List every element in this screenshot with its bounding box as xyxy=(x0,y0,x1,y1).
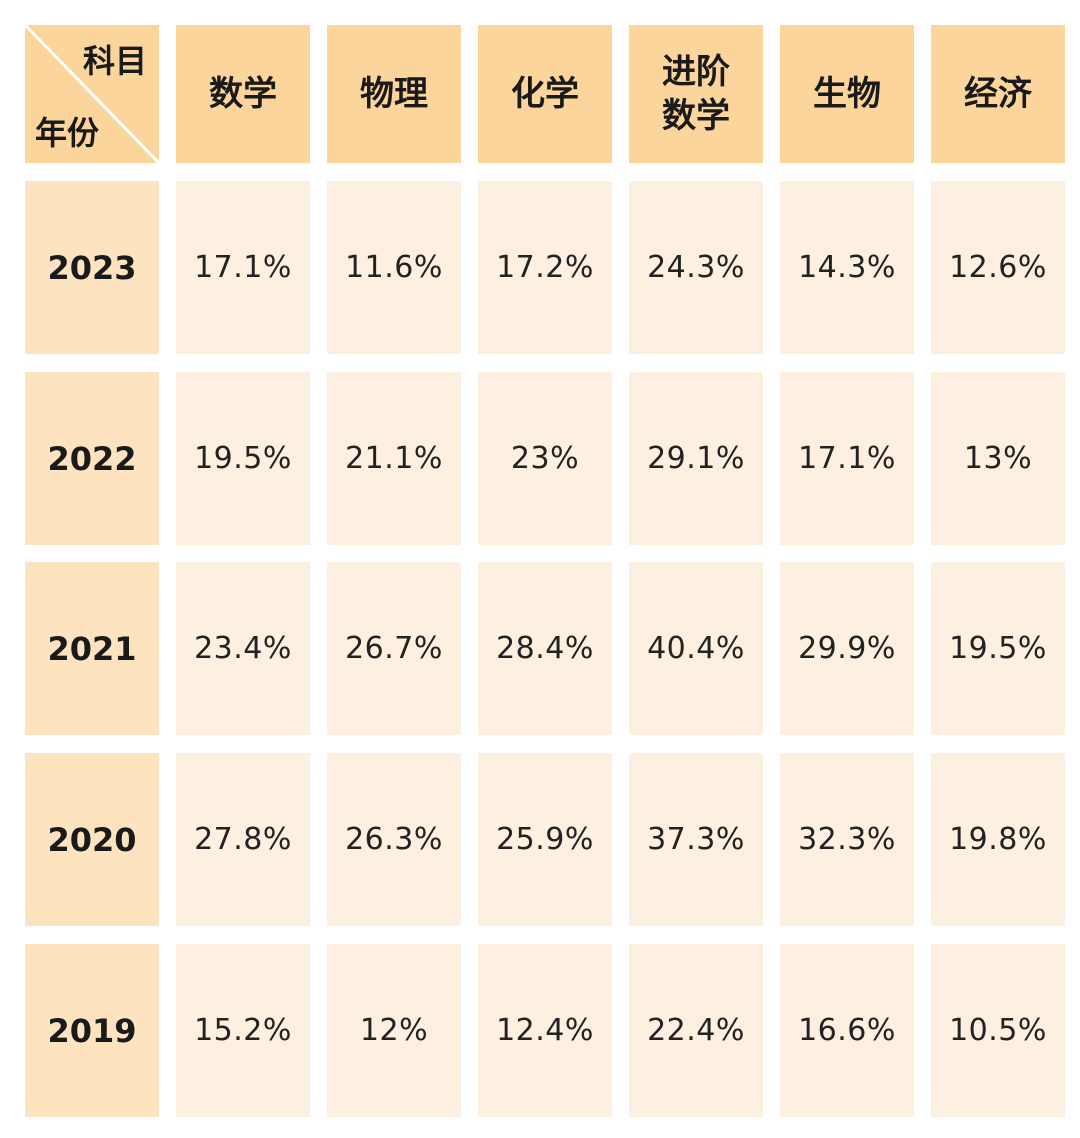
value-cell: 29.9% xyxy=(780,562,914,735)
corner-header: 科目年份 xyxy=(25,25,159,163)
row-year-cell: 2019 xyxy=(25,944,159,1117)
value-cell: 19.5% xyxy=(931,562,1065,735)
value-label: 12.4% xyxy=(496,1013,594,1048)
value-label: 12.6% xyxy=(949,250,1047,285)
value-cell: 14.3% xyxy=(780,181,914,354)
value-cell: 21.1% xyxy=(327,372,461,545)
value-cell: 32.3% xyxy=(780,753,914,926)
value-label: 26.3% xyxy=(345,822,443,857)
value-cell: 19.5% xyxy=(176,372,310,545)
column-header-label: 物理 xyxy=(360,74,428,114)
corner-subject-label: 科目 xyxy=(82,42,147,80)
value-label: 23.4% xyxy=(194,631,292,666)
column-header: 物理 xyxy=(327,25,461,163)
column-header-label: 数学 xyxy=(209,74,277,114)
value-label: 32.3% xyxy=(798,822,896,857)
row-year-cell: 2023 xyxy=(25,181,159,354)
corner-year-label: 年份 xyxy=(35,114,100,152)
value-cell: 24.3% xyxy=(629,181,763,354)
value-cell: 10.5% xyxy=(931,944,1065,1117)
column-header-label: 进阶 数学 xyxy=(662,52,730,136)
value-label: 17.2% xyxy=(496,250,594,285)
value-cell: 19.8% xyxy=(931,753,1065,926)
value-label: 14.3% xyxy=(798,250,896,285)
value-label: 40.4% xyxy=(647,631,745,666)
column-header: 化学 xyxy=(478,25,612,163)
row-year-cell: 2022 xyxy=(25,372,159,545)
value-cell: 29.1% xyxy=(629,372,763,545)
value-label: 17.1% xyxy=(798,441,896,476)
value-cell: 12.4% xyxy=(478,944,612,1117)
diagonal-line xyxy=(25,25,159,163)
value-cell: 26.3% xyxy=(327,753,461,926)
row-year-label: 2020 xyxy=(47,820,137,859)
value-label: 22.4% xyxy=(647,1013,745,1048)
value-cell: 15.2% xyxy=(176,944,310,1117)
value-cell: 13% xyxy=(931,372,1065,545)
value-label: 19.5% xyxy=(949,631,1047,666)
value-cell: 17.2% xyxy=(478,181,612,354)
value-cell: 11.6% xyxy=(327,181,461,354)
value-label: 19.5% xyxy=(194,441,292,476)
row-year-label: 2023 xyxy=(47,248,137,287)
value-cell: 22.4% xyxy=(629,944,763,1117)
corner-diagonal xyxy=(25,25,159,163)
value-label: 16.6% xyxy=(798,1013,896,1048)
value-label: 28.4% xyxy=(496,631,594,666)
value-cell: 25.9% xyxy=(478,753,612,926)
value-label: 23% xyxy=(510,441,580,476)
value-label: 10.5% xyxy=(949,1013,1047,1048)
value-label: 19.8% xyxy=(949,822,1047,857)
value-cell: 12.6% xyxy=(931,181,1065,354)
value-cell: 28.4% xyxy=(478,562,612,735)
value-cell: 23% xyxy=(478,372,612,545)
value-label: 12% xyxy=(359,1013,429,1048)
value-cell: 26.7% xyxy=(327,562,461,735)
row-year-label: 2019 xyxy=(47,1011,137,1050)
value-label: 29.9% xyxy=(798,631,896,666)
value-cell: 40.4% xyxy=(629,562,763,735)
value-cell: 16.6% xyxy=(780,944,914,1117)
column-header: 经济 xyxy=(931,25,1065,163)
value-cell: 17.1% xyxy=(176,181,310,354)
value-label: 17.1% xyxy=(194,250,292,285)
value-label: 21.1% xyxy=(345,441,443,476)
value-label: 37.3% xyxy=(647,822,745,857)
value-cell: 23.4% xyxy=(176,562,310,735)
column-header-label: 生物 xyxy=(813,74,881,114)
value-cell: 37.3% xyxy=(629,753,763,926)
column-header: 生物 xyxy=(780,25,914,163)
row-year-label: 2021 xyxy=(47,629,137,668)
value-cell: 17.1% xyxy=(780,372,914,545)
row-year-cell: 2021 xyxy=(25,562,159,735)
value-label: 11.6% xyxy=(345,250,443,285)
row-year-cell: 2020 xyxy=(25,753,159,926)
value-label: 13% xyxy=(963,441,1033,476)
column-header-label: 经济 xyxy=(964,74,1032,114)
value-cell: 27.8% xyxy=(176,753,310,926)
row-year-label: 2022 xyxy=(47,439,137,478)
value-label: 26.7% xyxy=(345,631,443,666)
value-cell: 12% xyxy=(327,944,461,1117)
column-header: 数学 xyxy=(176,25,310,163)
value-label: 25.9% xyxy=(496,822,594,857)
value-label: 24.3% xyxy=(647,250,745,285)
column-header-label: 化学 xyxy=(511,74,579,114)
column-header: 进阶 数学 xyxy=(629,25,763,163)
value-label: 15.2% xyxy=(194,1013,292,1048)
value-label: 29.1% xyxy=(647,441,745,476)
value-label: 27.8% xyxy=(194,822,292,857)
